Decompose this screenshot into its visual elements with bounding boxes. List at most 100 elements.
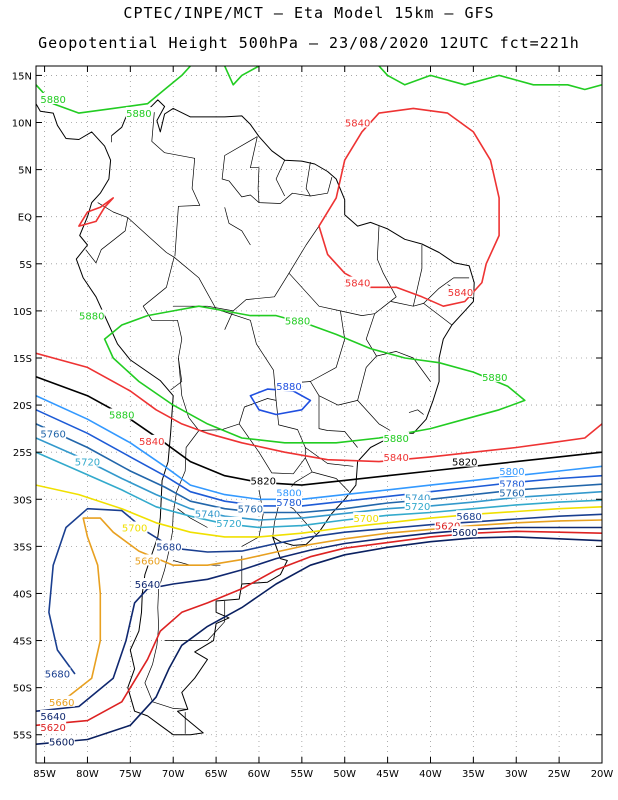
contour-label-background: [108, 408, 135, 420]
contour-label-background: [74, 455, 101, 467]
contour-label: 5880: [109, 411, 134, 422]
title-line-1: CPTEC/INPE/MCT – Eta Model 15km – GFS: [123, 4, 495, 22]
contour-label-background: [404, 499, 431, 511]
contour-label: 5640: [135, 580, 160, 591]
contour-5880: [249, 388, 312, 416]
lon-tick-label: 20W: [591, 769, 614, 780]
lat-tick-label: 30S: [13, 495, 32, 506]
lat-tick-label: 10N: [12, 119, 32, 130]
axis-ticks: 15N 10N 5N EQ 5S 10S 15S 20S 25S 30S 35S 40S 45S 50S 5…: [12, 66, 614, 780]
contour-label: 5740: [195, 509, 220, 520]
country-border: [310, 310, 346, 382]
contour-label: 5840: [448, 288, 473, 299]
contour-label-background: [275, 486, 302, 498]
country-border: [305, 162, 311, 197]
contour-label: 5880: [482, 373, 507, 384]
contour-label-background: [194, 507, 221, 519]
country-border: [173, 256, 277, 431]
country-border: [312, 471, 350, 492]
contour-5880: [378, 66, 602, 91]
contour-label: 5680: [45, 670, 70, 681]
contour-label: 5660: [135, 556, 160, 567]
lon-tick-label: 85W: [33, 769, 56, 780]
contour-5840: [78, 197, 114, 227]
coastline: [36, 99, 475, 736]
lat-tick-label: 45S: [13, 637, 32, 648]
lon-tick-label: 45W: [376, 769, 399, 780]
contour-5640: [36, 526, 602, 712]
contour-label: 5600: [452, 528, 477, 539]
contour-label-background: [134, 554, 161, 566]
contour-label-background: [275, 380, 302, 392]
contour-label: 5800: [499, 467, 524, 478]
contour-label: 5880: [126, 109, 151, 120]
contour-label-background: [134, 578, 161, 590]
contour-label: 5640: [40, 712, 65, 723]
contour-5740: [36, 437, 602, 521]
contour-label-background: [275, 496, 302, 508]
lon-tick-label: 60W: [248, 769, 271, 780]
contour-label-background: [451, 455, 478, 467]
contour-label: 5880: [79, 312, 104, 323]
contour-label: 5880: [383, 434, 408, 445]
contour-label-background: [498, 486, 525, 498]
lon-tick-label: 35W: [462, 769, 485, 780]
contour-label: 5620: [435, 522, 460, 533]
contour-label-background: [498, 477, 525, 489]
country-border: [423, 277, 470, 304]
contour-label: 5620: [40, 723, 65, 734]
contour-label-background: [250, 474, 277, 486]
contour-label-background: [48, 735, 75, 747]
contour-5840: [36, 352, 602, 463]
contour-label-background: [44, 667, 71, 679]
contour-label-background: [155, 540, 182, 552]
contour-label: 5680: [156, 542, 181, 553]
lon-tick-label: 70W: [162, 769, 185, 780]
lon-tick-label: 75W: [119, 769, 142, 780]
contour-label-background: [284, 314, 311, 326]
contour-label: 5840: [139, 437, 164, 448]
contour-label: 5760: [238, 505, 263, 516]
country-border: [85, 202, 129, 264]
contour-label-background: [40, 92, 67, 104]
contour-label-background: [215, 516, 242, 528]
contour-label-background: [78, 309, 105, 321]
contour-label: 5720: [216, 519, 241, 530]
lat-tick-label: 25S: [13, 448, 32, 459]
lon-tick-label: 30W: [505, 769, 528, 780]
contour-label: 5700: [122, 524, 147, 535]
country-border: [408, 409, 424, 415]
contour-label-background: [40, 427, 67, 439]
contour-5600: [36, 536, 602, 745]
contour-label-background: [404, 491, 431, 503]
lat-tick-label: 15N: [12, 71, 32, 82]
contour-label-background: [451, 526, 478, 538]
contour-label-background: [353, 512, 380, 524]
country-border: [221, 136, 260, 203]
contour-label: 5600: [49, 737, 74, 748]
country-border: [177, 508, 208, 528]
contour-label-background: [125, 107, 152, 119]
contour-label-background: [344, 276, 371, 288]
lon-tick-label: 65W: [205, 769, 228, 780]
country-border: [241, 489, 264, 547]
lat-tick-label: 50S: [13, 684, 32, 695]
lat-tick-label: 35S: [13, 542, 32, 553]
contour-label-background: [48, 695, 75, 707]
contour-label-background: [121, 521, 148, 533]
contour-label: 5880: [276, 382, 301, 393]
contour-label: 5800: [276, 489, 301, 500]
lon-tick-label: 40W: [419, 769, 442, 780]
contour-label: 5780: [276, 498, 301, 509]
contour-label-background: [447, 286, 474, 298]
title-line-2: Geopotential Height 500hPa – 23/08/2020 …: [38, 34, 580, 52]
contour-label: 5760: [499, 489, 524, 500]
contour-label: 5700: [353, 514, 378, 525]
country-border: [250, 136, 333, 204]
country-border: [305, 447, 354, 467]
lat-tick-label: 5S: [19, 260, 32, 271]
lat-tick-label: EQ: [18, 213, 32, 224]
contour-5620: [36, 530, 602, 727]
contour-label: 5760: [40, 429, 65, 440]
